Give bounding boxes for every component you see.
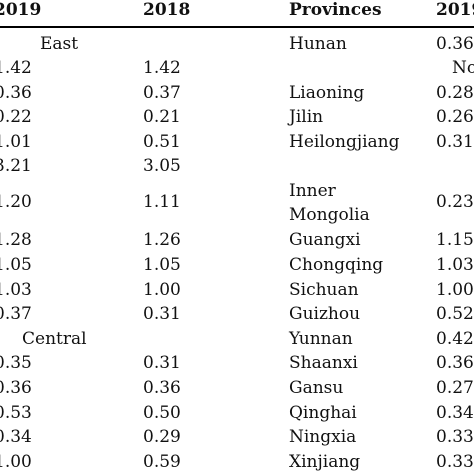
- province-name: Guizhou: [289, 304, 361, 324]
- east-2019-value: 1.05: [0, 255, 32, 275]
- central-2019-value: 0.36: [0, 378, 32, 398]
- province-name: Shaanxi: [289, 353, 358, 373]
- province-2019-value: No: [452, 58, 474, 78]
- region-label-east: East: [40, 34, 79, 54]
- header-2019: 2019: [0, 0, 42, 20]
- central-2019-value: 1.00: [0, 452, 32, 472]
- region-label-central: Central: [22, 329, 87, 349]
- province-name: Inner: [289, 181, 336, 201]
- central-2018-value: 0.29: [143, 427, 181, 447]
- province-name: Xinjiang: [289, 452, 361, 472]
- east-2018-value: 0.37: [143, 83, 181, 103]
- province-name: Hunan: [289, 34, 347, 54]
- east-2018-value: 3.05: [143, 156, 181, 176]
- east-2019-value: 0.37: [0, 304, 32, 324]
- east-2018-value: 1.05: [143, 255, 181, 275]
- east-2019-value: 3.21: [0, 156, 32, 176]
- east-2019-value: 0.22: [0, 107, 32, 127]
- central-2019-value: 0.35: [0, 353, 32, 373]
- province-name: Sichuan: [289, 280, 359, 300]
- header-2018: 2018: [143, 0, 191, 20]
- province-name: Guangxi: [289, 230, 361, 250]
- province-name: Yunnan: [289, 329, 353, 349]
- header-rule: [0, 26, 474, 28]
- province-2019-value: 0.36: [436, 353, 474, 373]
- east-2018-value: 1.00: [143, 280, 181, 300]
- province-name: Qinghai: [289, 403, 357, 423]
- province-2019-value: 0.28: [436, 83, 474, 103]
- east-2018-value: 0.51: [143, 132, 181, 152]
- central-2019-value: 0.53: [0, 403, 32, 423]
- east-2019-value: 1.42: [0, 58, 32, 78]
- province-2019-value: 0.27: [436, 378, 474, 398]
- province-name: Ningxia: [289, 427, 357, 447]
- east-2019-value: 1.01: [0, 132, 32, 152]
- province-2019-value: 0.23: [436, 192, 474, 212]
- east-2018-value: 1.26: [143, 230, 181, 250]
- province-2019-value: 0.26: [436, 107, 474, 127]
- province-2019-value: 0.33: [436, 452, 474, 472]
- central-2018-value: 0.50: [143, 403, 181, 423]
- east-2019-value: 0.36: [0, 83, 32, 103]
- central-2019-value: 0.34: [0, 427, 32, 447]
- province-name: Chongqing: [289, 255, 384, 275]
- header-provinces: Provinces: [289, 0, 382, 20]
- province-2019-value: 0.34: [436, 403, 474, 423]
- east-2018-value: 0.31: [143, 304, 181, 324]
- east-2019-value: 1.20: [0, 192, 32, 212]
- province-name: Mongolia: [289, 205, 370, 225]
- header-2019-right: 2019: [436, 0, 474, 20]
- province-name: Heilongjiang: [289, 132, 400, 152]
- province-2019-value: 1.00: [436, 280, 474, 300]
- province-2019-value: 1.03: [436, 255, 474, 275]
- east-2018-value: 1.42: [143, 58, 181, 78]
- province-2019-value: 1.15: [436, 230, 474, 250]
- east-2018-value: 1.11: [143, 192, 181, 212]
- central-2018-value: 0.59: [143, 452, 181, 472]
- east-2019-value: 1.03: [0, 280, 32, 300]
- province-2019-value: 0.42: [436, 329, 474, 349]
- province-2019-value: 0.31: [436, 132, 474, 152]
- east-2018-value: 0.21: [143, 107, 181, 127]
- province-name: Jilin: [289, 107, 324, 127]
- province-name: Liaoning: [289, 83, 365, 103]
- province-2019-value: 0.33: [436, 427, 474, 447]
- province-2019-value: 0.36: [436, 34, 474, 54]
- central-2018-value: 0.36: [143, 378, 181, 398]
- province-name: Gansu: [289, 378, 344, 398]
- province-2019-value: 0.52: [436, 304, 474, 324]
- central-2018-value: 0.31: [143, 353, 181, 373]
- east-2019-value: 1.28: [0, 230, 32, 250]
